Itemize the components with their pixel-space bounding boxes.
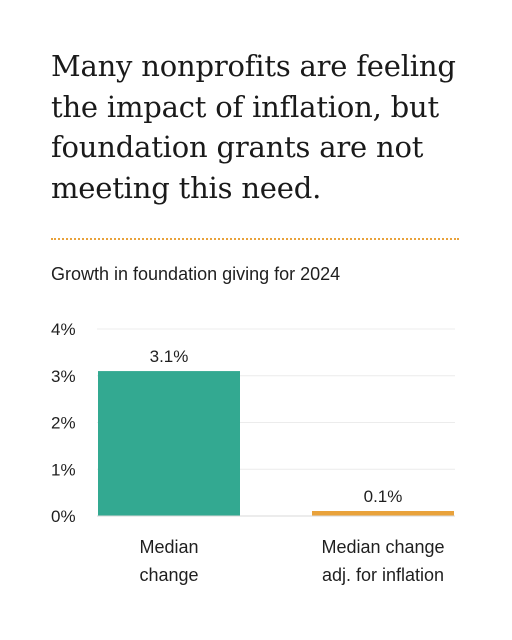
x-category-label-line: change xyxy=(139,565,198,585)
y-tick-label: 2% xyxy=(51,414,76,433)
y-tick-label: 0% xyxy=(51,507,76,526)
headline: Many nonprofits are feeling the impact o… xyxy=(51,49,456,205)
data-label: 3.1% xyxy=(150,347,189,366)
chart-title: Growth in foundation giving for 2024 xyxy=(51,264,341,284)
y-tick-label: 1% xyxy=(51,460,76,479)
x-category-label-line: Median xyxy=(139,537,198,557)
y-tick-label: 3% xyxy=(51,367,76,386)
y-tick-label: 4% xyxy=(51,320,76,339)
x-category-label-line: Median change xyxy=(321,537,444,557)
x-category-label: Median change xyxy=(139,537,198,585)
x-category-label-line: adj. for inflation xyxy=(322,565,444,585)
bar xyxy=(98,371,240,516)
data-label: 0.1% xyxy=(364,487,403,506)
bar xyxy=(312,511,454,516)
dotted-divider xyxy=(51,238,459,240)
x-category-label: Median change adj. for inflation xyxy=(321,537,444,585)
